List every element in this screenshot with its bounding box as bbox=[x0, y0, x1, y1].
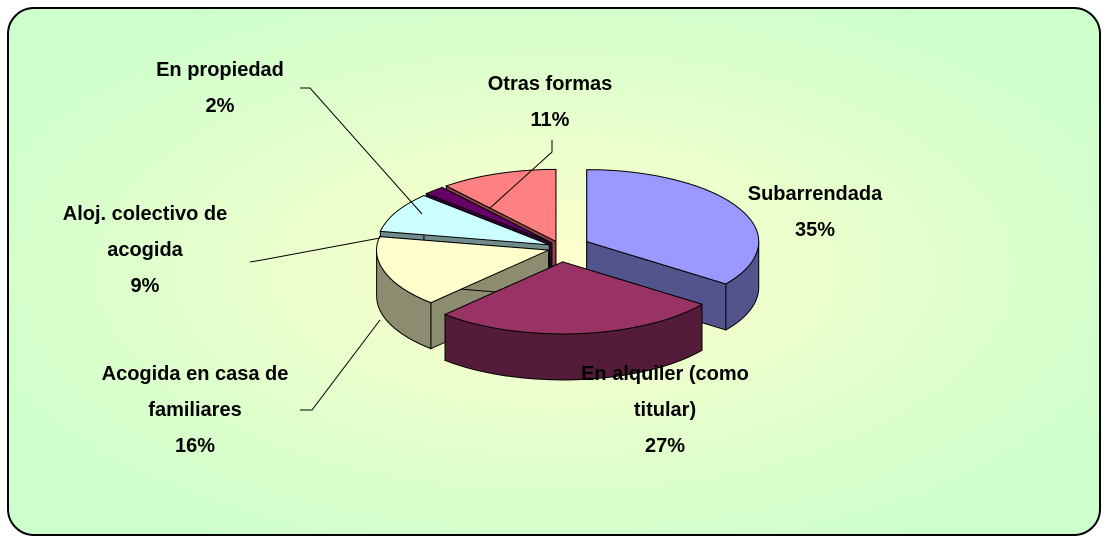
data-label: Otras formas 11% bbox=[430, 66, 670, 138]
leader-line bbox=[300, 319, 381, 411]
data-label: Aloj. colectivo de acogida 9% bbox=[35, 196, 255, 304]
leader-line bbox=[300, 87, 423, 215]
value-label: 27% bbox=[644, 435, 686, 457]
slice bbox=[443, 261, 704, 381]
value-label: 11% bbox=[530, 109, 570, 131]
slice-top bbox=[379, 194, 550, 246]
leader-line bbox=[489, 140, 553, 209]
data-label: Subarrendada 35% bbox=[695, 176, 935, 248]
value-label: 16% bbox=[174, 435, 216, 457]
value-label: 35% bbox=[794, 219, 836, 241]
leader-line bbox=[249, 237, 381, 263]
category-label: En alquiler (como titular) bbox=[581, 363, 749, 421]
slice-top bbox=[425, 186, 553, 244]
data-label: En alquiler (como titular) 27% bbox=[550, 356, 780, 464]
data-label: Acogida en casa de familiares 16% bbox=[95, 356, 295, 464]
category-label: En propiedad bbox=[156, 59, 284, 81]
value-label: 9% bbox=[130, 275, 160, 297]
slice-top bbox=[586, 169, 760, 285]
slice-top bbox=[445, 168, 557, 243]
category-label: Otras formas bbox=[487, 73, 613, 95]
category-label: Subarrendada bbox=[747, 183, 883, 205]
value-label: 2% bbox=[205, 95, 235, 117]
category-label: Aloj. colectivo de acogida bbox=[62, 203, 228, 261]
slice-top bbox=[443, 261, 704, 335]
data-label: En propiedad 2% bbox=[100, 52, 340, 124]
category-label: Acogida en casa de familiares bbox=[101, 363, 289, 421]
slice-top bbox=[376, 236, 549, 304]
